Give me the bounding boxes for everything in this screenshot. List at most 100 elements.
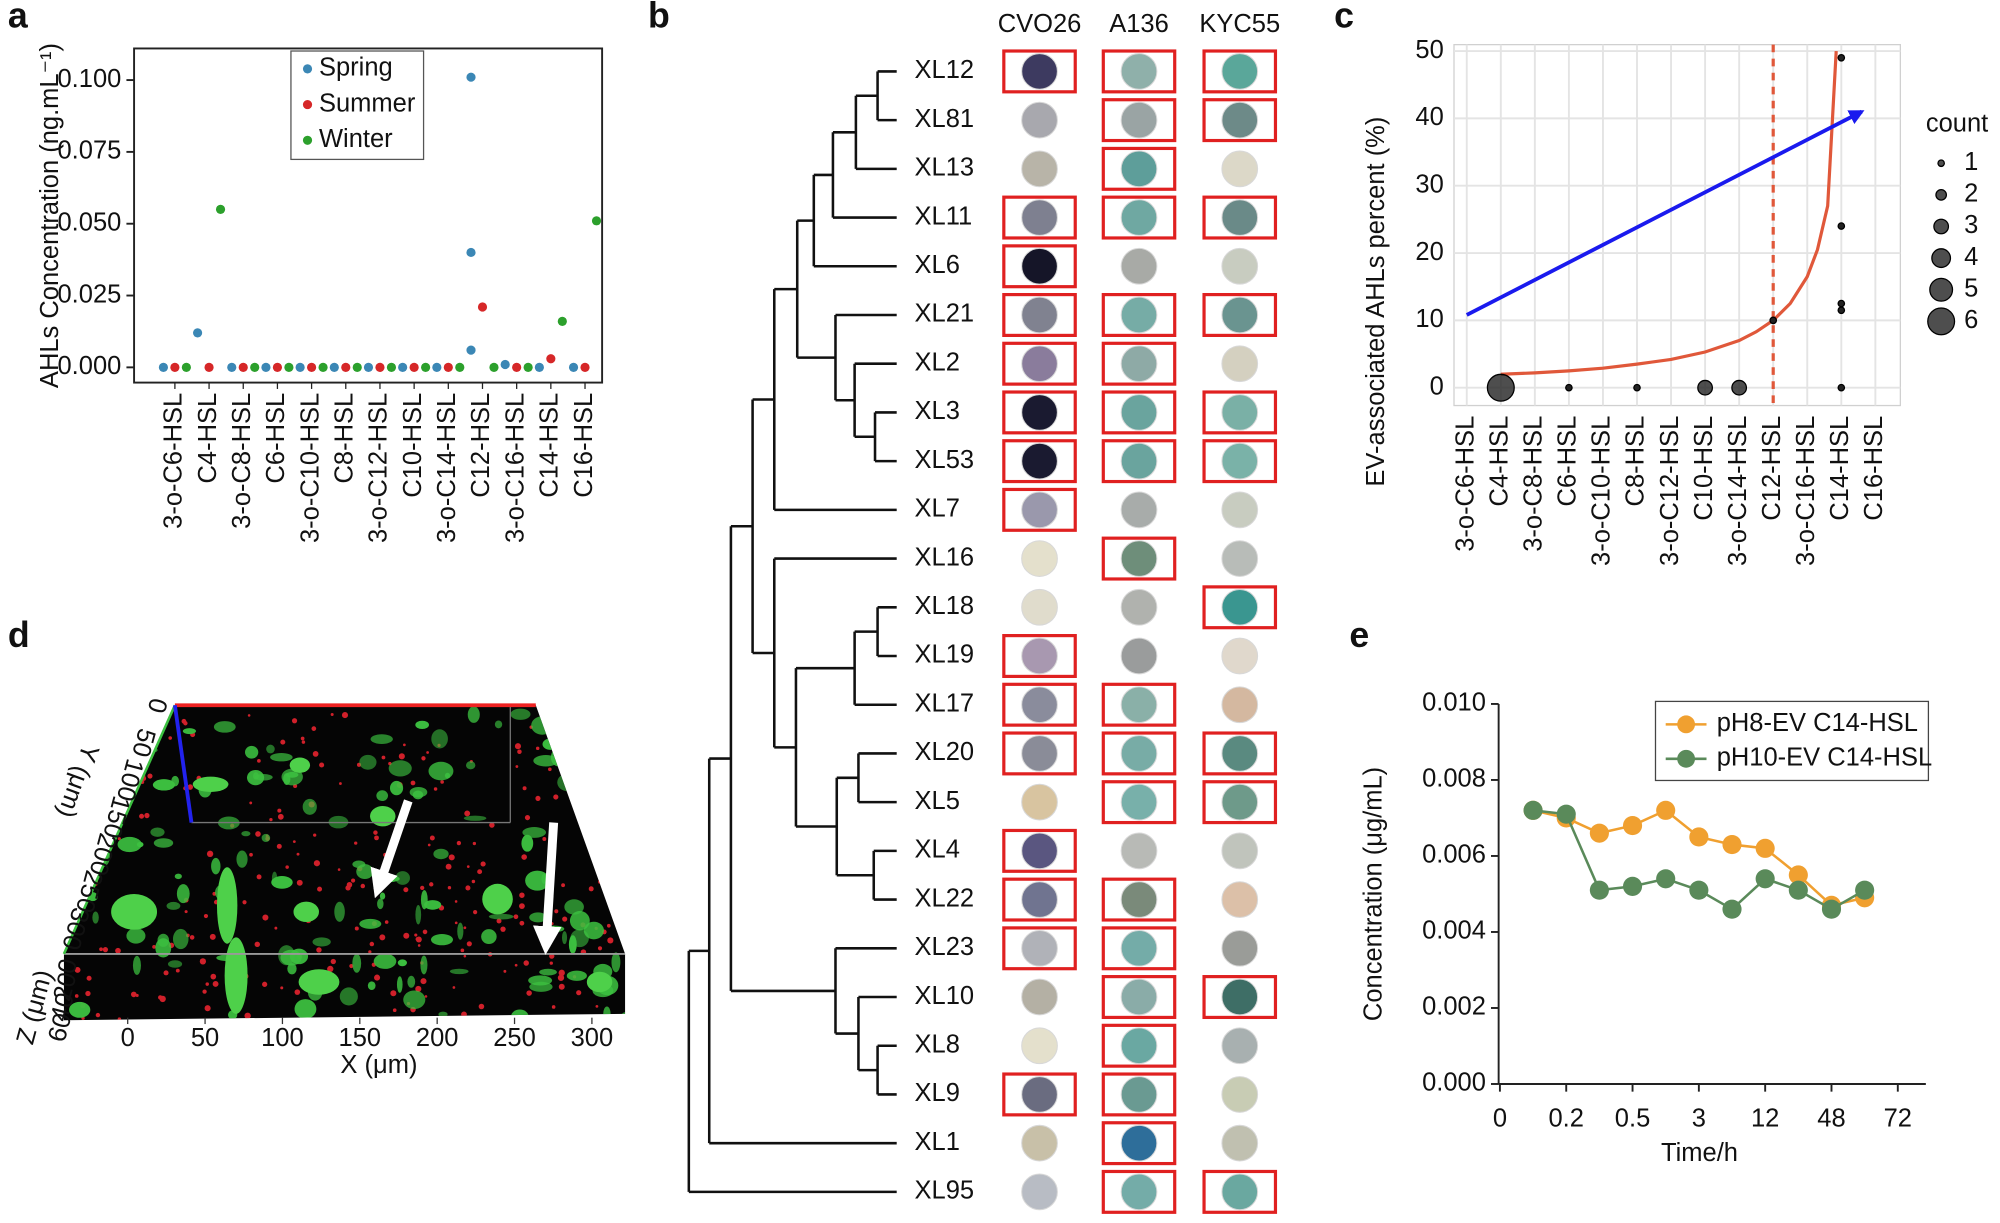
- row-label: XL23: [915, 933, 975, 961]
- green-blob: [433, 848, 449, 860]
- red-speck: [567, 768, 574, 775]
- x-tick-label: C16-HSL: [1860, 416, 1888, 521]
- red-speck: [466, 865, 470, 868]
- column-header: A136: [1109, 10, 1169, 38]
- point: [477, 302, 488, 312]
- y-tick-label: 0.002: [1422, 993, 1486, 1021]
- positive-box: [1002, 877, 1077, 922]
- green-blob: [370, 805, 396, 827]
- green-blob: [352, 953, 362, 973]
- bubble: [1837, 222, 1846, 230]
- row-label: XL18: [915, 592, 975, 620]
- green-blob: [583, 921, 604, 940]
- green-blob: [395, 871, 410, 885]
- x-tick-label: 3-o-C16-HSL: [1792, 416, 1820, 566]
- green-blob: [182, 728, 196, 735]
- size-legend-title: count: [1926, 110, 1988, 138]
- plot-bg: [1453, 43, 1901, 407]
- red-speck: [445, 863, 452, 870]
- x-tick-label: 0.5: [1615, 1104, 1650, 1132]
- green-blob: [241, 831, 251, 837]
- legend-label: Spring: [319, 54, 393, 82]
- y-tick-label: 0: [1430, 372, 1444, 400]
- red-speck: [517, 749, 522, 755]
- row-label: XL7: [915, 495, 960, 523]
- red-speck: [515, 765, 519, 768]
- positive-box: [1101, 731, 1177, 776]
- red-speck: [163, 970, 169, 976]
- green-blob: [482, 883, 513, 915]
- colony: [1221, 588, 1259, 626]
- colony: [1221, 247, 1259, 285]
- green-blob: [261, 833, 271, 843]
- green-blob: [155, 938, 172, 958]
- red-speck: [349, 963, 354, 969]
- point: [568, 362, 579, 372]
- green-blob: [601, 753, 617, 769]
- point: [546, 354, 556, 364]
- x-tick-label: C8-HSL: [1622, 416, 1650, 507]
- bubble: [1837, 53, 1846, 62]
- size-legend-label: 5: [1964, 274, 1978, 302]
- colony: [1120, 442, 1158, 480]
- colony: [1021, 783, 1058, 821]
- y-tick-label: 50: [1415, 36, 1443, 64]
- point: [204, 362, 214, 372]
- x-tick-label: C4-HSL: [194, 393, 222, 484]
- green-blob: [111, 893, 158, 930]
- x-tick-label: 50: [191, 1024, 219, 1052]
- green-blob: [126, 928, 146, 944]
- red-speck: [312, 751, 319, 757]
- red-speck: [337, 868, 341, 871]
- red-speck: [152, 944, 156, 949]
- red-speck: [464, 810, 471, 817]
- green-blob: [428, 761, 454, 781]
- red-speck: [285, 865, 289, 869]
- green-blob: [78, 725, 92, 742]
- size-legend-marker: [1937, 159, 1945, 168]
- green-blob: [611, 952, 621, 973]
- green-blob: [511, 1009, 529, 1021]
- green-blob: [266, 744, 275, 754]
- red-speck: [294, 989, 301, 995]
- red-speck: [327, 965, 334, 973]
- colony: [1021, 1076, 1058, 1113]
- red-speck: [526, 990, 532, 996]
- red-speck: [330, 958, 336, 965]
- red-speck: [557, 974, 565, 981]
- point: [318, 362, 328, 372]
- red-speck: [209, 933, 216, 940]
- legend-marker: [302, 64, 313, 74]
- point: [272, 362, 283, 372]
- x-tick-label: 3-o-C12-HSL: [365, 393, 393, 543]
- green-blob: [302, 798, 317, 815]
- row-label: XL16: [915, 543, 975, 571]
- x-tick-label: 3-o-C8-HSL: [1520, 416, 1548, 552]
- red-speck: [570, 727, 576, 733]
- x-tick-label: 3-o-C6-HSL: [160, 393, 188, 529]
- colony: [1021, 929, 1058, 967]
- green-blob: [561, 931, 568, 945]
- red-speck: [257, 759, 261, 763]
- positive-box: [1202, 292, 1278, 337]
- red-speck: [184, 910, 188, 914]
- green-blob: [457, 922, 464, 940]
- red-speck: [489, 822, 495, 828]
- row-label: XL20: [915, 738, 975, 766]
- point: [363, 362, 374, 372]
- red-speck: [580, 713, 584, 717]
- colony: [1221, 442, 1259, 480]
- red-speck: [524, 815, 531, 821]
- y-tick-label: 0.100: [58, 65, 122, 93]
- point: [512, 362, 522, 372]
- x-tick-label: 0: [1493, 1104, 1507, 1132]
- point: [489, 362, 499, 372]
- red-speck: [421, 756, 426, 761]
- y-tick-label: 0.000: [1422, 1069, 1486, 1097]
- red-speck: [86, 975, 92, 981]
- green-blob: [152, 779, 176, 791]
- x-tick-label: 300: [571, 1024, 614, 1052]
- point: [170, 362, 180, 372]
- green-blob: [339, 987, 358, 1006]
- y-tick-label: 20: [1415, 238, 1443, 266]
